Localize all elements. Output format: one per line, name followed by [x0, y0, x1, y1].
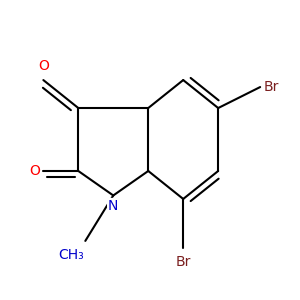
Text: Br: Br [264, 80, 279, 94]
Text: O: O [38, 59, 49, 73]
Text: CH₃: CH₃ [58, 248, 84, 262]
Text: Br: Br [176, 255, 191, 269]
Text: N: N [108, 199, 119, 213]
Text: O: O [29, 164, 40, 178]
